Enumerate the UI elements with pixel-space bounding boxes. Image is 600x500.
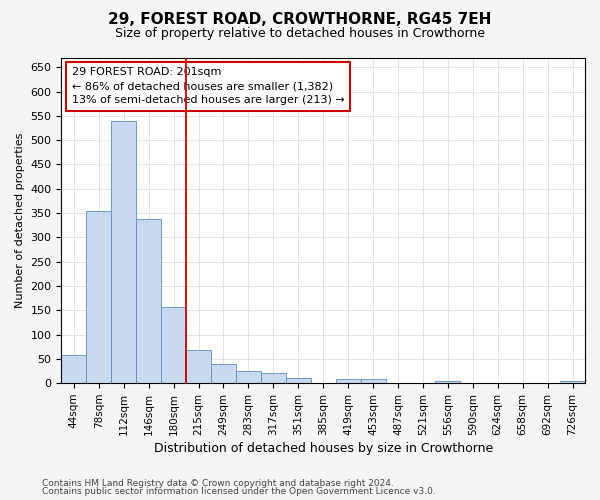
Bar (161, 307, 186, 383)
Text: Size of property relative to detached houses in Crowthorne: Size of property relative to detached ho… (115, 28, 485, 40)
Bar (361, 379, 386, 383)
Bar (61, 355, 86, 383)
Bar (236, 371, 261, 383)
X-axis label: Distribution of detached houses by size in Crowthorne: Distribution of detached houses by size … (154, 442, 493, 455)
Y-axis label: Number of detached properties: Number of detached properties (15, 132, 25, 308)
Bar (86, 210, 111, 383)
Text: 29, FOREST ROAD, CROWTHORNE, RG45 7EH: 29, FOREST ROAD, CROWTHORNE, RG45 7EH (109, 12, 491, 28)
Bar (186, 350, 211, 383)
Bar (560, 382, 585, 383)
Bar (436, 382, 460, 383)
Bar (261, 374, 286, 383)
Text: Contains public sector information licensed under the Open Government Licence v3: Contains public sector information licen… (42, 487, 436, 496)
Bar (335, 379, 361, 383)
Bar (136, 219, 161, 383)
Bar (111, 120, 136, 383)
Text: Contains HM Land Registry data © Crown copyright and database right 2024.: Contains HM Land Registry data © Crown c… (42, 478, 394, 488)
Text: 29 FOREST ROAD: 201sqm
← 86% of detached houses are smaller (1,382)
13% of semi-: 29 FOREST ROAD: 201sqm ← 86% of detached… (72, 68, 344, 106)
Bar (211, 364, 236, 383)
Bar (286, 378, 311, 383)
